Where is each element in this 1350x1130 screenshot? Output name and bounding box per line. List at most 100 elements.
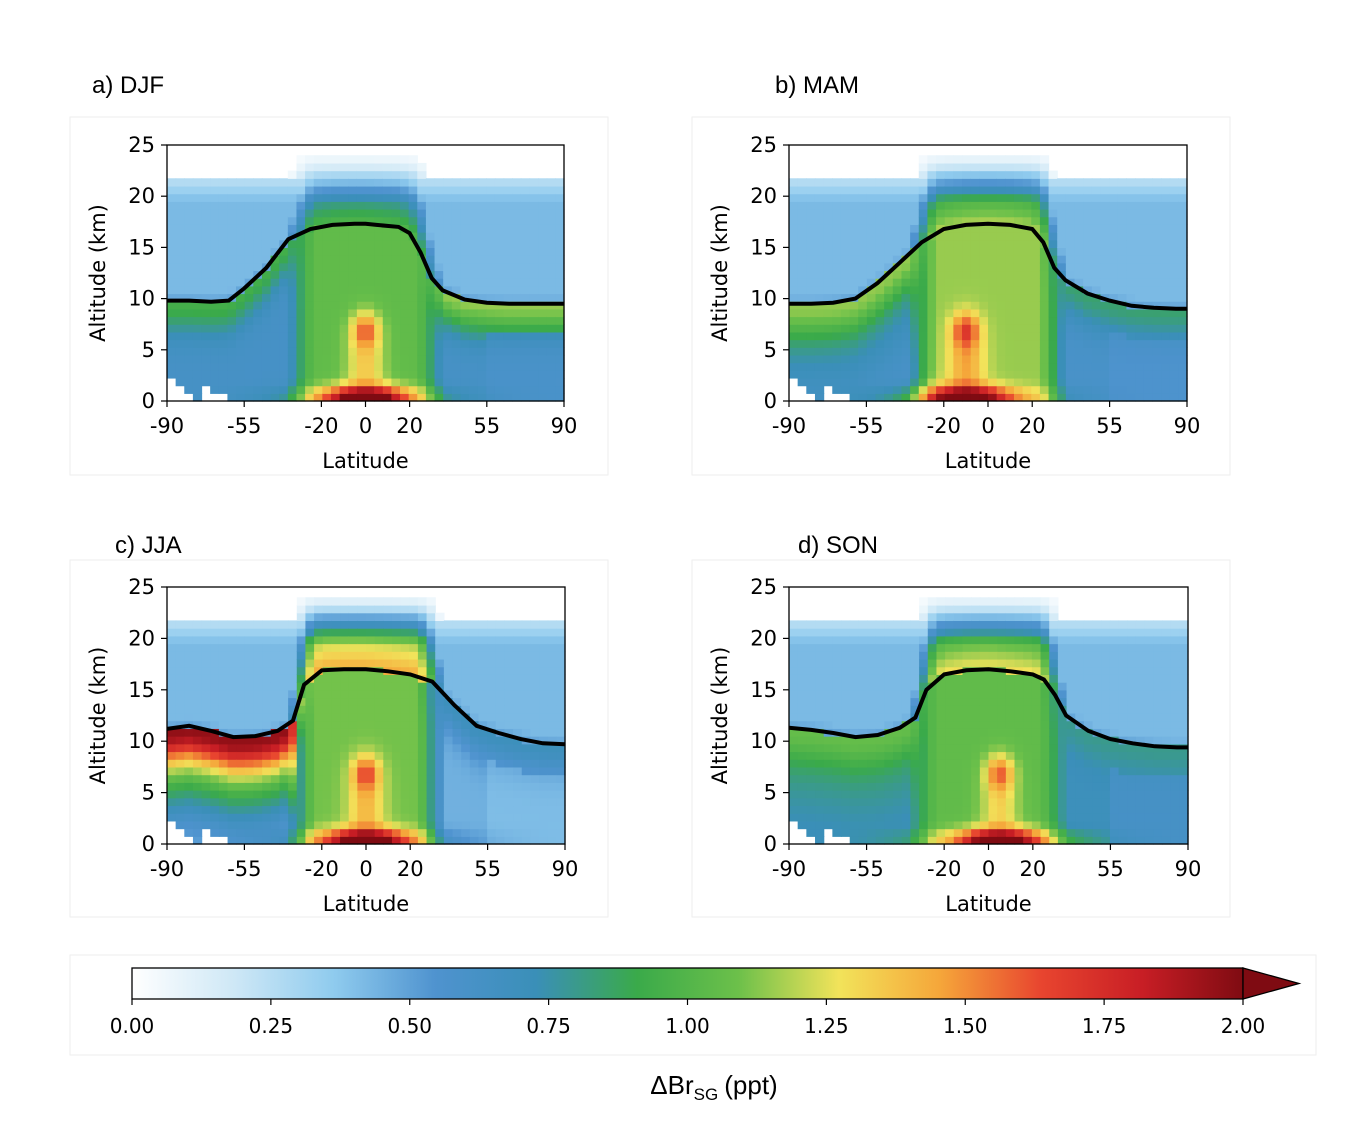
heatmap-cell [331, 597, 341, 606]
x-tick-label: 90 [551, 414, 578, 438]
heatmap-cell [340, 628, 350, 637]
heatmap-cell [789, 782, 799, 791]
heatmap-cell [331, 682, 341, 691]
heatmap-cell [382, 239, 392, 248]
heatmap-cell [236, 385, 246, 394]
heatmap-cell [789, 643, 799, 652]
heatmap-cell [815, 628, 825, 637]
heatmap-cell [409, 597, 419, 606]
heatmap-cell [356, 324, 367, 333]
heatmap-cell [461, 759, 471, 768]
heatmap-cell [513, 766, 523, 776]
heatmap-cells [789, 155, 1188, 402]
heatmap-cell [305, 766, 315, 776]
heatmap-cell [806, 782, 816, 791]
heatmap-cell [357, 620, 367, 629]
heatmap-cell [167, 782, 177, 791]
heatmap-cell [530, 674, 540, 683]
heatmap-cell [184, 301, 194, 310]
heatmap-cell [1126, 331, 1136, 341]
heatmap-cell [366, 805, 376, 814]
heatmap-cell [184, 759, 194, 768]
heatmap-cell [391, 836, 402, 845]
heatmap-cell [270, 805, 281, 814]
heatmap-cell [175, 347, 185, 356]
heatmap-cell [218, 270, 229, 279]
heatmap-cell [244, 736, 255, 745]
heatmap-cell [797, 185, 807, 195]
heatmap-cell [365, 285, 375, 295]
heatmap-cell [356, 170, 367, 179]
heatmap-cell [356, 362, 367, 371]
heatmap-cell [175, 232, 185, 241]
heatmap-cell [486, 293, 496, 302]
heatmap-cell [167, 682, 177, 691]
heatmap-cell [184, 178, 194, 187]
heatmap-cell [469, 643, 480, 652]
heatmap-cell [167, 774, 177, 783]
heatmap-cell [1161, 247, 1171, 256]
heatmap-cell [944, 308, 954, 318]
heatmap-cell [218, 377, 229, 387]
heatmap-cell [469, 828, 480, 837]
heatmap-cell [962, 782, 972, 791]
heatmap-cell [400, 682, 410, 691]
heatmap-cell [417, 262, 427, 272]
heatmap-cell [175, 285, 185, 295]
heatmap-cell [296, 720, 307, 729]
y-tick-label: 15 [128, 678, 155, 702]
heatmap-cell [279, 712, 289, 722]
heatmap-cell [486, 193, 496, 202]
heatmap-cell [495, 697, 506, 706]
heatmap-cell [478, 759, 488, 768]
heatmap-cell [322, 674, 332, 683]
heatmap-cell [996, 162, 1006, 172]
heatmap-cell [875, 774, 886, 783]
heatmap-cell [901, 270, 911, 279]
heatmap-cell [469, 285, 479, 295]
heatmap-cell [262, 674, 272, 683]
heatmap-cell [979, 674, 990, 683]
heatmap-cell [901, 635, 912, 645]
heatmap-cell [503, 239, 513, 248]
heatmap-cell [201, 759, 211, 768]
heatmap-cell [400, 774, 410, 783]
heatmap-cell [512, 247, 522, 256]
heatmap-cell [1117, 339, 1128, 348]
heatmap-cell [494, 185, 505, 195]
heatmap-cell [494, 370, 505, 379]
heatmap-cell [858, 347, 868, 356]
heatmap-cell [374, 797, 384, 807]
heatmap-cell [374, 705, 384, 714]
heatmap-cell [494, 393, 505, 402]
heatmap-cell [357, 643, 367, 652]
heatmap-cell [806, 255, 816, 264]
heatmap-cell [979, 682, 990, 691]
heatmap-cell [314, 774, 324, 783]
heatmap-cell [236, 301, 246, 310]
heatmap-cell [927, 178, 937, 187]
heatmap-cell [443, 682, 454, 691]
heatmap-cell [918, 393, 929, 402]
heatmap-cell [314, 674, 324, 683]
heatmap-cell [210, 247, 220, 256]
heatmap-cell [279, 185, 289, 195]
heatmap-cell [1057, 354, 1067, 364]
heatmap-cell [201, 782, 211, 791]
heatmap-cell [348, 720, 358, 729]
heatmap-cell [971, 612, 981, 622]
heatmap-cell [279, 766, 289, 776]
heatmap-cell [184, 216, 194, 225]
heatmap-cell [314, 797, 324, 807]
heatmap-cell [503, 316, 513, 325]
heatmap-cell [504, 689, 514, 699]
heatmap-cell [227, 270, 237, 279]
heatmap-cell [971, 712, 981, 722]
heatmap-cell [875, 262, 885, 272]
heatmap-cell [1117, 278, 1128, 287]
heatmap-cell [340, 697, 350, 706]
heatmap-cell [322, 782, 332, 791]
heatmap-cell [400, 635, 410, 645]
heatmap-cell [918, 247, 929, 256]
